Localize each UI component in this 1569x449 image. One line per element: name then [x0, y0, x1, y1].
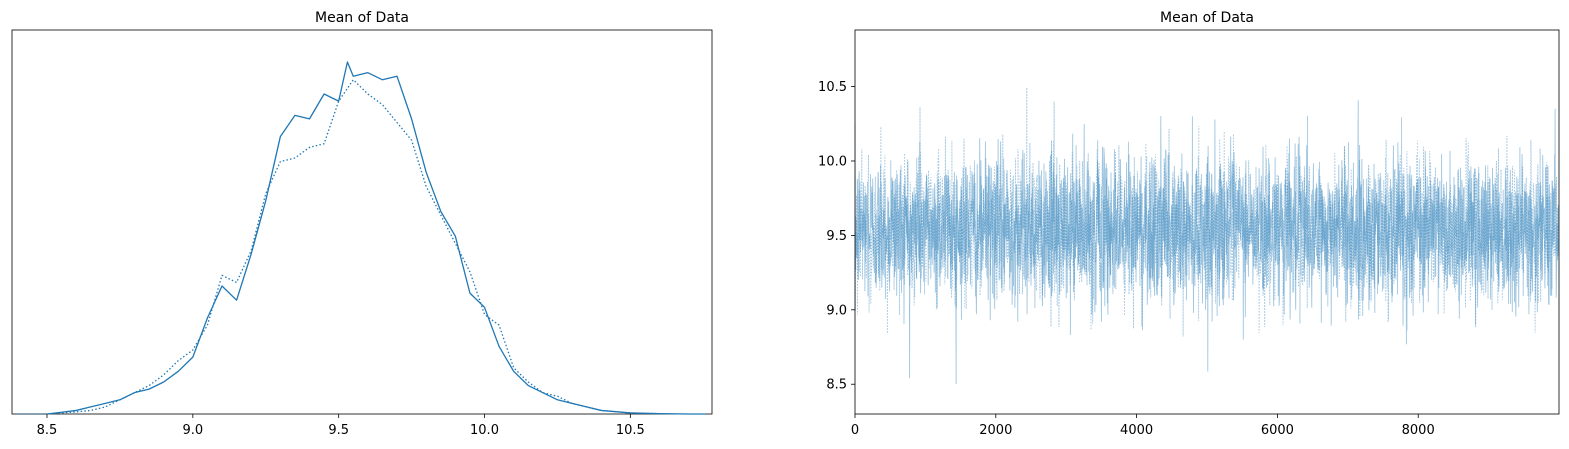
trace-series-dotted	[855, 87, 1559, 337]
trace-x-tick-label: 4000	[1120, 423, 1153, 438]
density-x-tick-label: 9.5	[328, 423, 349, 438]
trace-x-tick-label: 8000	[1402, 423, 1435, 438]
trace-y-tick-label: 10.0	[818, 154, 847, 169]
density-x-tick-label: 10.0	[470, 423, 499, 438]
trace-y-tick-label: 10.5	[818, 80, 847, 95]
trace-title: Mean of Data	[1160, 10, 1254, 26]
density-axes-frame	[11, 29, 713, 415]
trace-axes-frame	[854, 29, 1560, 415]
density-x-tick-label: 10.5	[616, 423, 645, 438]
trace-panel: Mean of Data 0 2000 4000 6000 8000 8.5 9.0 9.5 10…	[818, 10, 1560, 438]
trace-x-tick-label: 2000	[979, 423, 1012, 438]
density-x-tick-label: 9.0	[182, 423, 203, 438]
density-x-tick-label: 8.5	[37, 423, 58, 438]
trace-y-tick-label: 8.5	[826, 378, 847, 393]
trace-y-tick-label: 9.5	[826, 229, 847, 244]
trace-x-tick-label: 0	[851, 423, 859, 438]
density-panel: Mean of Data 8.5 9.0 9.5 10.0 10.5	[11, 10, 713, 438]
trace-x-tick-label: 6000	[1261, 423, 1294, 438]
trace-series-solid	[855, 100, 1559, 385]
trace-y-tick-label: 9.0	[826, 303, 847, 318]
density-title: Mean of Data	[315, 10, 409, 26]
density-series-solid	[46, 61, 707, 415]
density-series-dotted	[17, 79, 660, 415]
